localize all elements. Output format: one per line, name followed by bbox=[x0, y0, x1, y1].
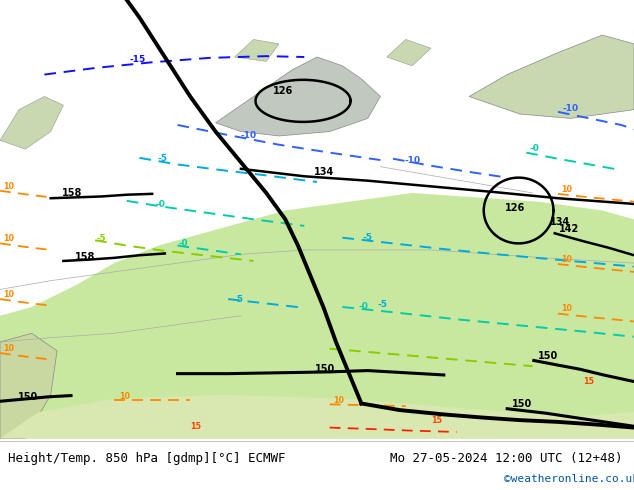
Text: -5: -5 bbox=[157, 154, 167, 163]
Text: -10: -10 bbox=[241, 131, 257, 140]
Text: 142: 142 bbox=[559, 223, 579, 234]
Text: -5: -5 bbox=[377, 300, 387, 309]
Text: Mo 27-05-2024 12:00 UTC (12+48): Mo 27-05-2024 12:00 UTC (12+48) bbox=[390, 452, 623, 465]
Text: -0: -0 bbox=[155, 200, 165, 209]
Text: 10: 10 bbox=[333, 396, 344, 405]
Text: -0: -0 bbox=[529, 144, 540, 153]
Polygon shape bbox=[0, 333, 57, 439]
Text: 150: 150 bbox=[315, 364, 335, 374]
Text: 10: 10 bbox=[3, 182, 14, 191]
Text: 158: 158 bbox=[75, 252, 95, 262]
Text: -0: -0 bbox=[358, 302, 368, 311]
Polygon shape bbox=[469, 35, 634, 119]
Text: -5: -5 bbox=[363, 233, 373, 243]
Text: 126: 126 bbox=[273, 86, 293, 97]
Text: -10: -10 bbox=[404, 156, 420, 165]
Text: -5: -5 bbox=[96, 234, 106, 243]
Text: 150: 150 bbox=[18, 392, 38, 402]
Text: 10: 10 bbox=[561, 304, 572, 314]
Text: 150: 150 bbox=[538, 351, 558, 361]
Polygon shape bbox=[0, 97, 63, 149]
Text: 10: 10 bbox=[3, 234, 14, 243]
Polygon shape bbox=[0, 395, 634, 439]
Text: 10: 10 bbox=[119, 392, 130, 401]
Text: -5: -5 bbox=[233, 294, 243, 304]
Polygon shape bbox=[216, 57, 380, 136]
Text: -0: -0 bbox=[179, 239, 188, 247]
Text: -15: -15 bbox=[130, 55, 146, 64]
Text: 10: 10 bbox=[3, 344, 14, 353]
Text: 134: 134 bbox=[314, 168, 334, 177]
Text: -10: -10 bbox=[563, 103, 579, 113]
Text: ©weatheronline.co.uk: ©weatheronline.co.uk bbox=[504, 474, 634, 484]
Text: 10: 10 bbox=[3, 290, 14, 299]
Text: 15: 15 bbox=[190, 422, 201, 431]
Text: 134: 134 bbox=[550, 217, 571, 226]
Text: 10: 10 bbox=[561, 185, 572, 194]
Text: 15: 15 bbox=[583, 377, 594, 386]
Text: 15: 15 bbox=[431, 416, 442, 425]
Text: 10: 10 bbox=[561, 255, 572, 264]
Text: 150: 150 bbox=[512, 399, 533, 409]
Polygon shape bbox=[0, 193, 634, 439]
Text: Height/Temp. 850 hPa [gdmp][°C] ECMWF: Height/Temp. 850 hPa [gdmp][°C] ECMWF bbox=[8, 452, 285, 465]
Polygon shape bbox=[235, 40, 279, 61]
Text: 126: 126 bbox=[505, 202, 525, 213]
Text: 158: 158 bbox=[62, 189, 82, 198]
Polygon shape bbox=[387, 40, 431, 66]
